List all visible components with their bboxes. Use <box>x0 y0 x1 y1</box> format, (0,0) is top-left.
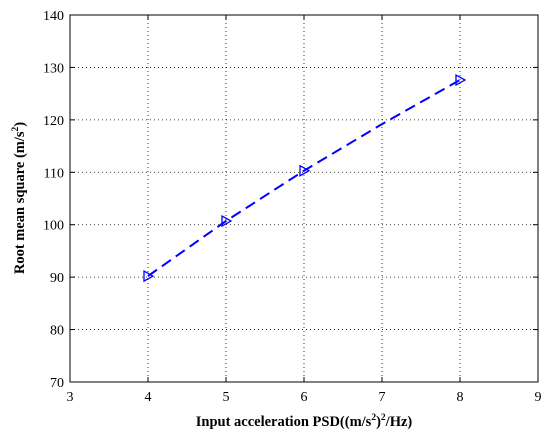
x-tick-label: 3 <box>67 390 74 405</box>
y-tick-label: 80 <box>50 324 64 339</box>
x-tick-label: 5 <box>223 390 230 405</box>
data-point-marker <box>455 73 467 87</box>
x-tick-label: 6 <box>301 390 308 405</box>
y-tick-label: 70 <box>50 376 64 391</box>
y-tick-label: 130 <box>43 61 64 76</box>
y-tick-label: 120 <box>43 114 64 129</box>
x-axis-label: Input acceleration PSD((m/s2)2/Hz) <box>196 413 413 430</box>
y-tick-labels: 70 80 90 100 110 120 130 140 <box>43 9 64 391</box>
x-tick-label: 7 <box>379 390 386 405</box>
axis-ticks <box>69 14 539 383</box>
y-tick-label: 110 <box>44 166 64 181</box>
y-tick-label: 90 <box>50 271 64 286</box>
series-line <box>147 79 461 277</box>
y-tick-label: 140 <box>43 9 64 24</box>
series-group <box>143 73 467 283</box>
x-tick-label: 9 <box>535 390 542 405</box>
y-axis-label: Root mean square (m/s2) <box>11 122 28 274</box>
x-tick-label: 8 <box>457 390 464 405</box>
data-point-marker <box>299 164 311 177</box>
plot-background <box>70 15 538 382</box>
data-point-marker <box>143 269 155 283</box>
y-tick-label: 100 <box>43 219 64 234</box>
data-point-marker <box>221 214 233 228</box>
x-tick-labels: 3 4 5 6 7 8 9 <box>67 390 542 405</box>
x-tick-label: 4 <box>145 390 152 405</box>
